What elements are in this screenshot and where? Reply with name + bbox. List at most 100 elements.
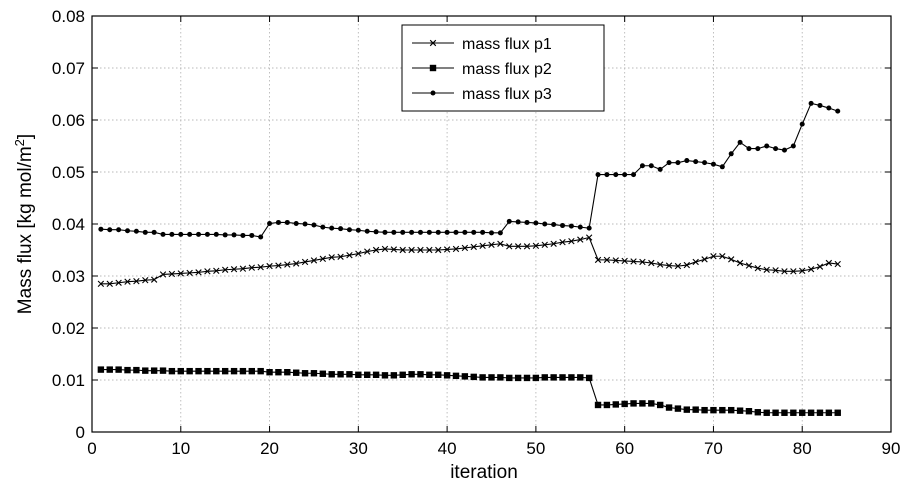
x-marker — [603, 256, 611, 264]
x-marker — [692, 258, 699, 266]
x-marker — [497, 240, 504, 247]
x-marker — [133, 278, 140, 285]
legend-label: mass flux p2 — [462, 61, 552, 78]
dot-marker — [444, 229, 450, 235]
square-marker — [585, 374, 593, 382]
dot-marker — [98, 226, 104, 232]
x-marker — [417, 246, 424, 254]
dot-marker — [320, 224, 326, 230]
series-2 — [97, 366, 841, 416]
x-marker — [728, 256, 735, 263]
square-marker — [266, 369, 273, 376]
dot-marker — [648, 163, 654, 169]
dot-marker — [133, 228, 139, 234]
x-marker — [719, 253, 726, 260]
square-marker — [319, 370, 327, 377]
square-marker — [497, 374, 504, 381]
square-marker — [230, 367, 238, 375]
dot-marker — [790, 143, 796, 149]
square-marker — [142, 367, 149, 374]
square-marker — [381, 372, 389, 379]
x-tick-label: 80 — [793, 439, 812, 458]
dot-marker — [275, 219, 281, 225]
dot-marker — [471, 229, 477, 235]
square-marker — [630, 400, 637, 407]
x-marker — [781, 268, 788, 275]
x-tick-label: 90 — [882, 439, 901, 458]
x-marker — [204, 268, 211, 275]
dot-marker — [710, 161, 716, 167]
square-marker — [124, 366, 131, 374]
dot-marker — [781, 147, 787, 153]
x-marker — [665, 262, 673, 269]
x-marker — [585, 234, 593, 241]
x-tick-label: 50 — [526, 439, 545, 458]
dot-marker — [737, 139, 743, 145]
x-marker — [239, 265, 247, 272]
square-marker — [754, 409, 762, 416]
x-marker — [656, 261, 664, 268]
x-marker — [159, 271, 167, 278]
square-marker — [807, 409, 815, 416]
square-marker — [408, 371, 415, 378]
dot-marker — [231, 232, 237, 238]
square-marker — [168, 367, 176, 375]
x-marker — [195, 269, 202, 276]
dot-marker — [311, 222, 317, 228]
dot-marker — [604, 172, 610, 178]
x-marker — [230, 266, 238, 273]
series-layer — [97, 100, 841, 416]
dot-marker — [453, 229, 459, 235]
dot-marker — [506, 218, 512, 224]
square-marker — [728, 406, 735, 414]
dot-marker — [409, 229, 415, 235]
square-marker — [603, 401, 611, 409]
square-marker — [248, 367, 255, 375]
square-marker — [541, 374, 548, 381]
dot-marker — [613, 172, 619, 178]
series-3 — [98, 100, 841, 240]
square-marker — [159, 367, 167, 374]
square-marker — [692, 406, 699, 413]
x-marker — [213, 267, 220, 274]
y-axis-title-sup: 2 — [12, 139, 27, 146]
square-marker — [461, 373, 469, 380]
x-marker — [168, 270, 176, 278]
x-marker — [639, 258, 646, 266]
dot-marker — [799, 121, 805, 127]
square-marker — [639, 400, 646, 407]
dot-marker — [338, 226, 344, 232]
x-marker — [621, 257, 628, 265]
x-marker — [275, 262, 282, 269]
y-axis-title-main: Mass flux [kg mol/m — [15, 146, 36, 314]
x-marker — [523, 243, 531, 250]
dot-marker — [817, 102, 823, 108]
x-marker — [648, 259, 655, 267]
dot-marker — [595, 172, 601, 178]
x-marker — [106, 280, 113, 287]
x-marker — [248, 264, 255, 271]
y-tick-label: 0.07 — [52, 59, 85, 78]
x-marker — [834, 260, 841, 268]
x-marker — [772, 267, 779, 274]
x-marker — [568, 237, 575, 245]
x-marker — [408, 246, 415, 254]
y-tick-label: 0.01 — [52, 371, 85, 390]
square-marker — [772, 409, 779, 416]
square-marker — [213, 367, 220, 375]
y-tick-label: 0.03 — [52, 267, 85, 286]
dot-marker — [675, 160, 681, 166]
square-marker — [177, 367, 184, 375]
square-marker — [399, 371, 406, 378]
x-marker — [470, 243, 477, 251]
x-marker — [381, 245, 389, 253]
x-marker — [355, 250, 362, 257]
square-marker — [106, 366, 113, 373]
x-marker — [426, 246, 433, 254]
x-marker — [488, 241, 495, 248]
square-marker — [417, 371, 424, 378]
dot-marker — [826, 105, 832, 111]
dot-marker — [213, 231, 219, 237]
x-marker — [372, 246, 380, 254]
dot-marker — [187, 231, 193, 237]
